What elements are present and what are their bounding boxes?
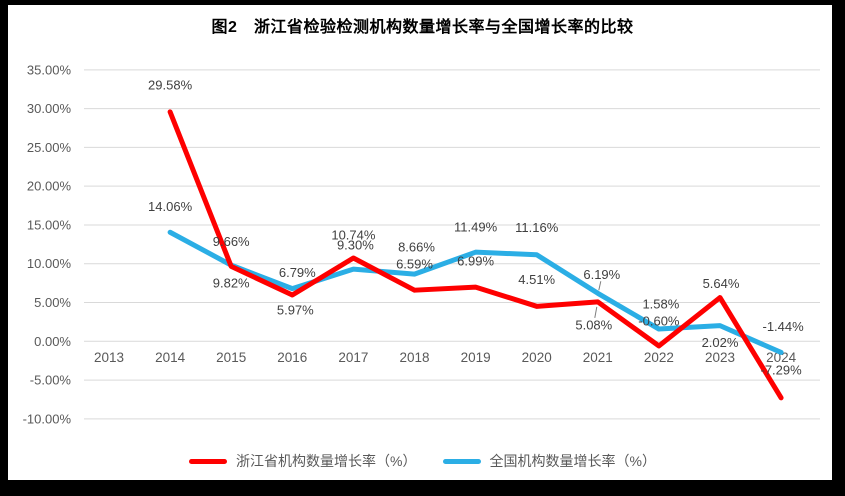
national-series-swatch (442, 458, 481, 464)
svg-text:2021: 2021 (583, 350, 613, 365)
svg-text:10.74%: 10.74% (331, 228, 376, 243)
svg-text:5.97%: 5.97% (277, 302, 314, 317)
svg-text:5.00%: 5.00% (34, 295, 71, 310)
chart-legend: 浙江省机构数量增长率（%） 全国机构数量增长率（%） (0, 448, 845, 474)
data-labels-national: 14.06% 9.82% 6.79% 9.30% 8.66% 11.49% 11.16% 6.… (148, 199, 804, 350)
chart-background (8, 5, 832, 480)
chart-title: 图2 浙江省检验检测机构数量增长率与全国增长率的比较 (211, 19, 634, 36)
svg-text:15.00%: 15.00% (27, 217, 72, 232)
svg-text:-7.29%: -7.29% (760, 362, 802, 377)
svg-text:2023: 2023 (705, 350, 735, 365)
x-axis-labels: 2013 2014 2015 2016 2017 2018 2019 2020 2021 2022… (94, 350, 797, 365)
svg-text:14.06%: 14.06% (148, 199, 193, 214)
svg-text:2024: 2024 (766, 350, 797, 365)
legend-item-national: 全国机构数量增长率（%） (442, 451, 656, 471)
series-line-zhejiang (167, 109, 784, 401)
svg-text:6.99%: 6.99% (457, 254, 494, 269)
svg-text:-5.00%: -5.00% (30, 373, 72, 388)
svg-text:2013: 2013 (94, 350, 124, 365)
svg-text:2.02%: 2.02% (702, 335, 739, 350)
svg-text:20.00%: 20.00% (27, 179, 72, 194)
svg-text:6.79%: 6.79% (279, 265, 316, 280)
svg-text:10.00%: 10.00% (27, 256, 72, 271)
svg-text:5.08%: 5.08% (575, 317, 612, 332)
svg-text:2020: 2020 (522, 350, 552, 365)
zhejiang-series-swatch (189, 458, 228, 464)
svg-text:2014: 2014 (155, 350, 186, 365)
legend-item-zhejiang: 浙江省机构数量增长率（%） (189, 451, 417, 471)
svg-text:5.64%: 5.64% (703, 276, 740, 291)
svg-text:2022: 2022 (644, 350, 674, 365)
svg-text:2019: 2019 (461, 350, 491, 365)
svg-text:2015: 2015 (216, 350, 246, 365)
data-labels-zhejiang: 29.58% 9.66% 5.97% 10.74% 6.59% 6.99% 4.51% 5.0… (148, 77, 802, 377)
svg-text:35.00%: 35.00% (27, 62, 72, 77)
svg-text:11.16%: 11.16% (515, 220, 559, 235)
svg-text:-0.60%: -0.60% (638, 313, 680, 328)
y-axis-labels: 35.00% 30.00% 25.00% 20.00% 15.00% 10.00% 5.00… (23, 62, 72, 426)
svg-text:4.51%: 4.51% (518, 272, 555, 287)
svg-text:29.58%: 29.58% (148, 77, 193, 92)
svg-text:25.00%: 25.00% (27, 140, 72, 155)
svg-text:30.00%: 30.00% (27, 101, 72, 116)
svg-text:11.49%: 11.49% (454, 220, 498, 235)
zhejiang-series-label: 浙江省机构数量增长率（%） (236, 453, 417, 469)
svg-text:-1.44%: -1.44% (762, 319, 804, 334)
gridlines (84, 69, 820, 420)
svg-text:6.59%: 6.59% (396, 257, 433, 272)
svg-text:6.19%: 6.19% (583, 267, 620, 282)
leader-lines (594, 281, 602, 318)
svg-text:2016: 2016 (277, 350, 307, 365)
svg-text:9.66%: 9.66% (213, 234, 250, 249)
svg-text:9.30%: 9.30% (337, 238, 374, 253)
svg-text:1.58%: 1.58% (642, 297, 679, 312)
svg-text:-10.00%: -10.00% (23, 411, 72, 426)
svg-text:9.82%: 9.82% (213, 276, 250, 291)
svg-text:0.00%: 0.00% (34, 334, 71, 349)
national-series-label: 全国机构数量增长率（%） (489, 453, 656, 469)
series-line-national (167, 229, 784, 355)
svg-text:8.66%: 8.66% (398, 240, 435, 255)
svg-text:2018: 2018 (399, 350, 429, 365)
svg-text:2017: 2017 (338, 350, 368, 365)
